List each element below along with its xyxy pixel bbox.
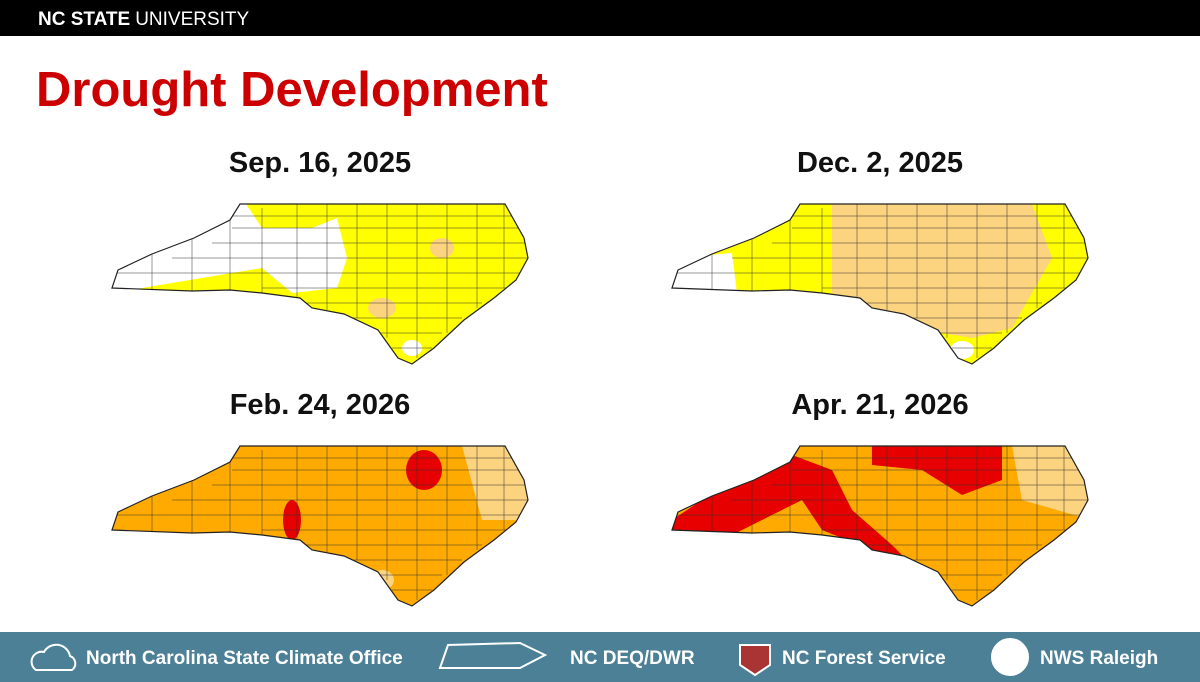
slide-title: Drought Development bbox=[36, 63, 548, 117]
brand-rest: UNIVERSITY bbox=[135, 9, 249, 30]
drought-map bbox=[111, 445, 529, 607]
footer-icons bbox=[30, 638, 1029, 677]
drought-map bbox=[671, 203, 1089, 365]
footer-item: NC DEQ/DWR bbox=[570, 648, 695, 669]
brand-bold: NC STATE bbox=[38, 9, 130, 30]
footer-item: NWS Raleigh bbox=[1040, 648, 1158, 669]
map-title: Dec. 2, 2025 bbox=[797, 147, 963, 179]
map-title: Feb. 24, 2026 bbox=[230, 389, 411, 421]
brand: NC STATE UNIVERSITY bbox=[38, 9, 250, 30]
drought-map bbox=[671, 445, 1089, 607]
header-bar bbox=[0, 0, 1200, 36]
map-title: Apr. 21, 2026 bbox=[791, 389, 968, 421]
drought-map bbox=[111, 203, 529, 365]
footer-item: NC Forest Service bbox=[782, 648, 946, 669]
map-title: Sep. 16, 2025 bbox=[229, 147, 411, 179]
footer-item: North Carolina State Climate Office bbox=[86, 648, 403, 669]
